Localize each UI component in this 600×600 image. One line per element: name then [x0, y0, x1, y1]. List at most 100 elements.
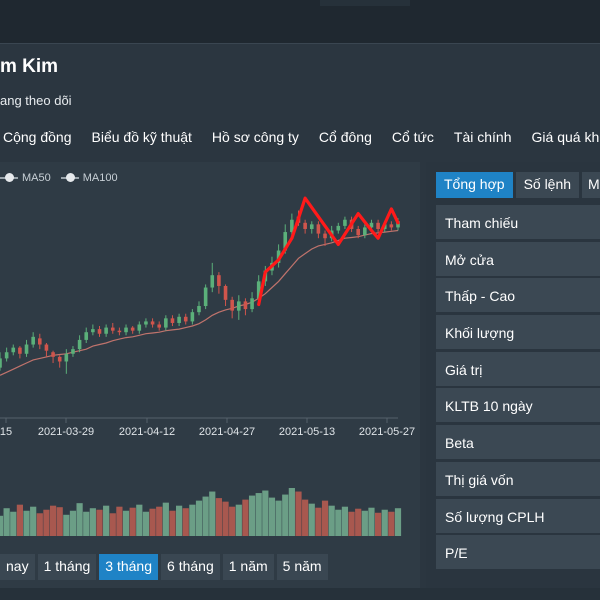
range-1-month-button[interactable]: 1 tháng — [37, 554, 97, 580]
candle — [303, 219, 307, 234]
candle — [164, 315, 168, 331]
chart-legend: MA50 MA100 — [0, 170, 128, 186]
time-range-bar: nay 1 tháng 3 tháng 6 tháng 1 năm 5 năm — [0, 554, 328, 580]
candle-body — [71, 349, 75, 354]
volume-bar — [215, 498, 222, 536]
candle-body — [130, 327, 135, 331]
candle-body — [290, 219, 294, 233]
candle-body — [363, 227, 367, 236]
nav-company-profile[interactable]: Hồ sơ công ty — [211, 129, 299, 145]
candle — [309, 221, 314, 234]
candle — [110, 322, 115, 334]
candle — [117, 327, 122, 336]
volume-bar — [248, 495, 256, 536]
tab-summary[interactable]: Tổng hợp — [436, 172, 513, 198]
candle-body — [316, 224, 321, 234]
range-3-months-button[interactable]: 3 tháng — [99, 554, 159, 580]
volume-bar — [262, 490, 269, 536]
candle-body — [164, 318, 168, 328]
candle-body — [64, 353, 69, 362]
volume-bar — [96, 509, 103, 536]
candle — [336, 222, 341, 234]
stat-open-price: Mở cửa — [436, 241, 600, 276]
candle — [290, 213, 294, 237]
volume-bar — [176, 505, 183, 536]
candle — [91, 324, 95, 336]
volume-bar — [30, 506, 37, 536]
candle-body — [309, 224, 314, 229]
range-today-button[interactable]: nay — [0, 554, 35, 580]
candle-body — [11, 347, 16, 353]
tab-more[interactable]: M — [582, 172, 600, 198]
candle — [343, 216, 347, 229]
volume-bar — [56, 507, 63, 536]
volume-bar — [0, 515, 4, 536]
volume-bar — [282, 494, 289, 536]
candle-body — [356, 228, 360, 236]
stat-avg-volume-10-days: KLTB 10 ngày — [436, 388, 600, 423]
legend-marker-icon — [0, 173, 18, 182]
price-chart[interactable]: 15 2021-03-29 2021-04-12 2021-04-27 2021-05-… — [0, 162, 420, 600]
volume-bar — [355, 508, 362, 536]
volume-bar — [202, 496, 209, 536]
range-1-year-button[interactable]: 1 năm — [222, 554, 274, 580]
candle-body — [223, 285, 228, 300]
candle-body — [0, 358, 2, 368]
follow-status[interactable]: ang theo dõi — [0, 93, 72, 108]
stat-beta: Beta — [436, 425, 600, 460]
volume-bar — [3, 508, 10, 536]
nav-community[interactable]: Cộng đồng — [3, 129, 72, 145]
candle — [97, 326, 102, 337]
volume-bar — [16, 504, 23, 536]
candle-body — [117, 330, 122, 333]
range-6-months-button[interactable]: 6 tháng — [161, 554, 220, 580]
volume-bar — [295, 491, 302, 536]
nav-shareholders[interactable]: Cổ đông — [318, 129, 372, 145]
candle-body — [91, 329, 95, 333]
tab-orders[interactable]: Số lệnh — [515, 172, 580, 198]
candle — [31, 332, 35, 348]
candle-body — [110, 327, 115, 331]
stat-low-high: Thấp - Cao — [436, 278, 600, 313]
candle-body — [250, 298, 254, 310]
legend-item-ma100[interactable]: MA100 — [60, 172, 118, 184]
candle-body — [51, 352, 55, 357]
candle — [230, 296, 234, 319]
stat-pe: P/E — [436, 535, 600, 570]
volume-bar — [381, 509, 388, 536]
volume-bar — [341, 506, 349, 536]
candle-body — [323, 233, 327, 239]
candle-body — [183, 316, 188, 322]
candle — [157, 321, 161, 331]
candle-body — [283, 232, 288, 251]
legend-item-ma50[interactable]: MA50 — [0, 172, 51, 184]
candle — [38, 333, 42, 350]
candle — [11, 344, 16, 356]
x-tick-label: 2021-05-13 — [279, 426, 335, 438]
candle-body — [210, 275, 215, 288]
nav-technical-chart[interactable]: Biểu đồ kỹ thuật — [91, 129, 192, 145]
volume-bar — [10, 511, 17, 536]
stat-shares-outstanding: Số lượng CPLH — [436, 498, 600, 533]
volume-bar — [109, 513, 116, 536]
candle-body — [230, 299, 234, 311]
range-5-years-button[interactable]: 5 năm — [276, 554, 328, 580]
candle-body — [197, 306, 201, 313]
nav-financials[interactable]: Tài chính — [453, 129, 512, 145]
volume-bar — [195, 500, 203, 536]
candle-body — [177, 316, 181, 323]
nav-dividends[interactable]: Cổ tức — [391, 129, 434, 145]
candle-body — [170, 318, 175, 323]
nav-price-history[interactable]: Giá quá khứ — [531, 129, 600, 145]
volume-bar — [255, 493, 262, 536]
candle — [124, 324, 128, 336]
stat-list: Tham chiếu Mở cửa Thấp - Cao Khối lượng … — [436, 205, 600, 572]
volume-bar — [142, 511, 150, 536]
volume-bar — [242, 499, 249, 536]
candle — [71, 346, 75, 357]
candle — [24, 339, 29, 357]
candle — [150, 318, 155, 328]
summary-panel: Tổng hợp Số lệnh M Tham chiếu Mở cửa Thấ… — [426, 162, 600, 588]
candle — [243, 298, 248, 316]
volume-bar — [162, 502, 169, 536]
